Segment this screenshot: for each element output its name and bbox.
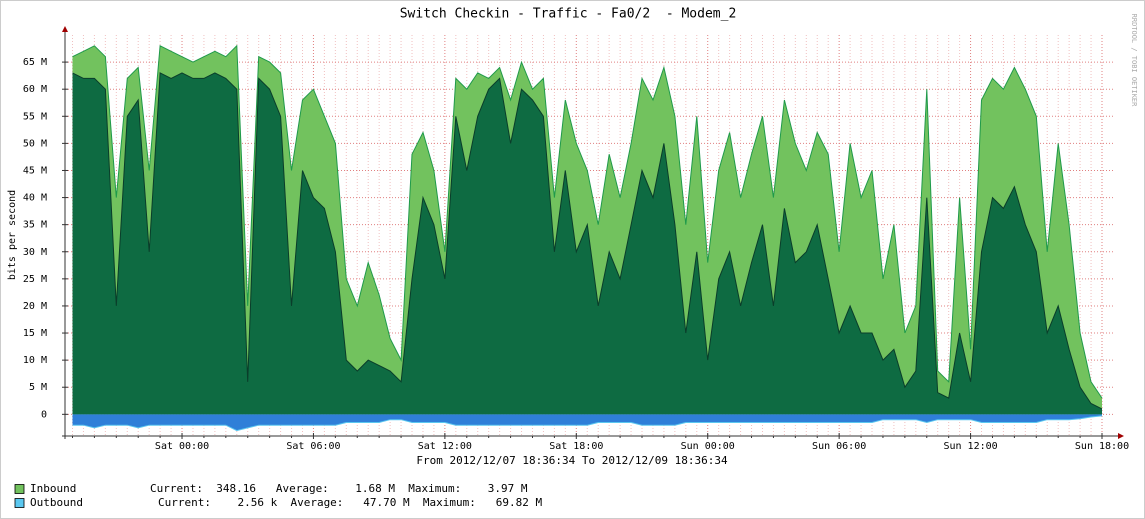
area [72,414,1102,431]
y-tick-label: 20 M [23,301,47,312]
y-tick-label: 35 M [23,220,47,231]
y-tick-label: 65 M [23,57,47,68]
y-axis-label: bits per second [7,190,18,280]
subtitle: From 2012/12/07 18:36:34 To 2012/12/09 1… [416,454,728,467]
legend-stats: Current: 348.16 Average: 1.68 M Maximum:… [150,482,528,495]
area [72,72,1102,415]
x-axis-arrow [1118,433,1124,439]
legend-label: Inbound [30,482,76,495]
y-axis-arrow [62,26,68,32]
y-tick-label: 40 M [23,193,47,204]
x-tick-label: Sat 12:00 [418,441,472,452]
watermark: RRDTOOL / TOBI OETIKER [1130,14,1138,108]
x-tick-label: Sat 06:00 [286,441,340,452]
x-tick-label: Sun 06:00 [812,441,866,452]
chart-title: Switch Checkin - Traffic - Fa0/2 - Modem… [400,7,737,22]
x-tick-label: Sat 00:00 [155,441,209,452]
y-tick-label: 30 M [23,247,47,258]
legend-stats: Current: 2.56 k Average: 47.70 M Maximum… [158,496,542,509]
y-tick-label: 15 M [23,328,47,339]
y-tick-label: 45 M [23,165,47,176]
y-tick-label: 60 M [23,84,47,95]
x-tick-label: Sun 12:00 [943,441,997,452]
y-tick-label: 25 M [23,274,47,285]
axes: Sat 00:00 Sat 06:00 Sat 12:00 Sat 18:00 Sun … [23,26,1129,452]
y-tick-label: 55 M [23,111,47,122]
y-tick-label: 5 M [29,382,47,393]
x-tick-label: Sun 00:00 [681,441,735,452]
y-tick-label: 0 [41,409,47,420]
marks [72,44,1103,432]
area-line [72,72,1103,410]
legend-swatch [14,484,25,494]
legend-swatch [14,498,25,508]
x-tick-label: Sat 18:00 [549,441,603,452]
y-tick-label: 50 M [23,138,47,149]
y-tick-label: 10 M [23,355,47,366]
area-line [72,44,1103,399]
x-tick-label: Sun 18:00 [1075,441,1129,452]
area-line [72,415,1103,432]
legend-label: Outbound [30,496,83,509]
